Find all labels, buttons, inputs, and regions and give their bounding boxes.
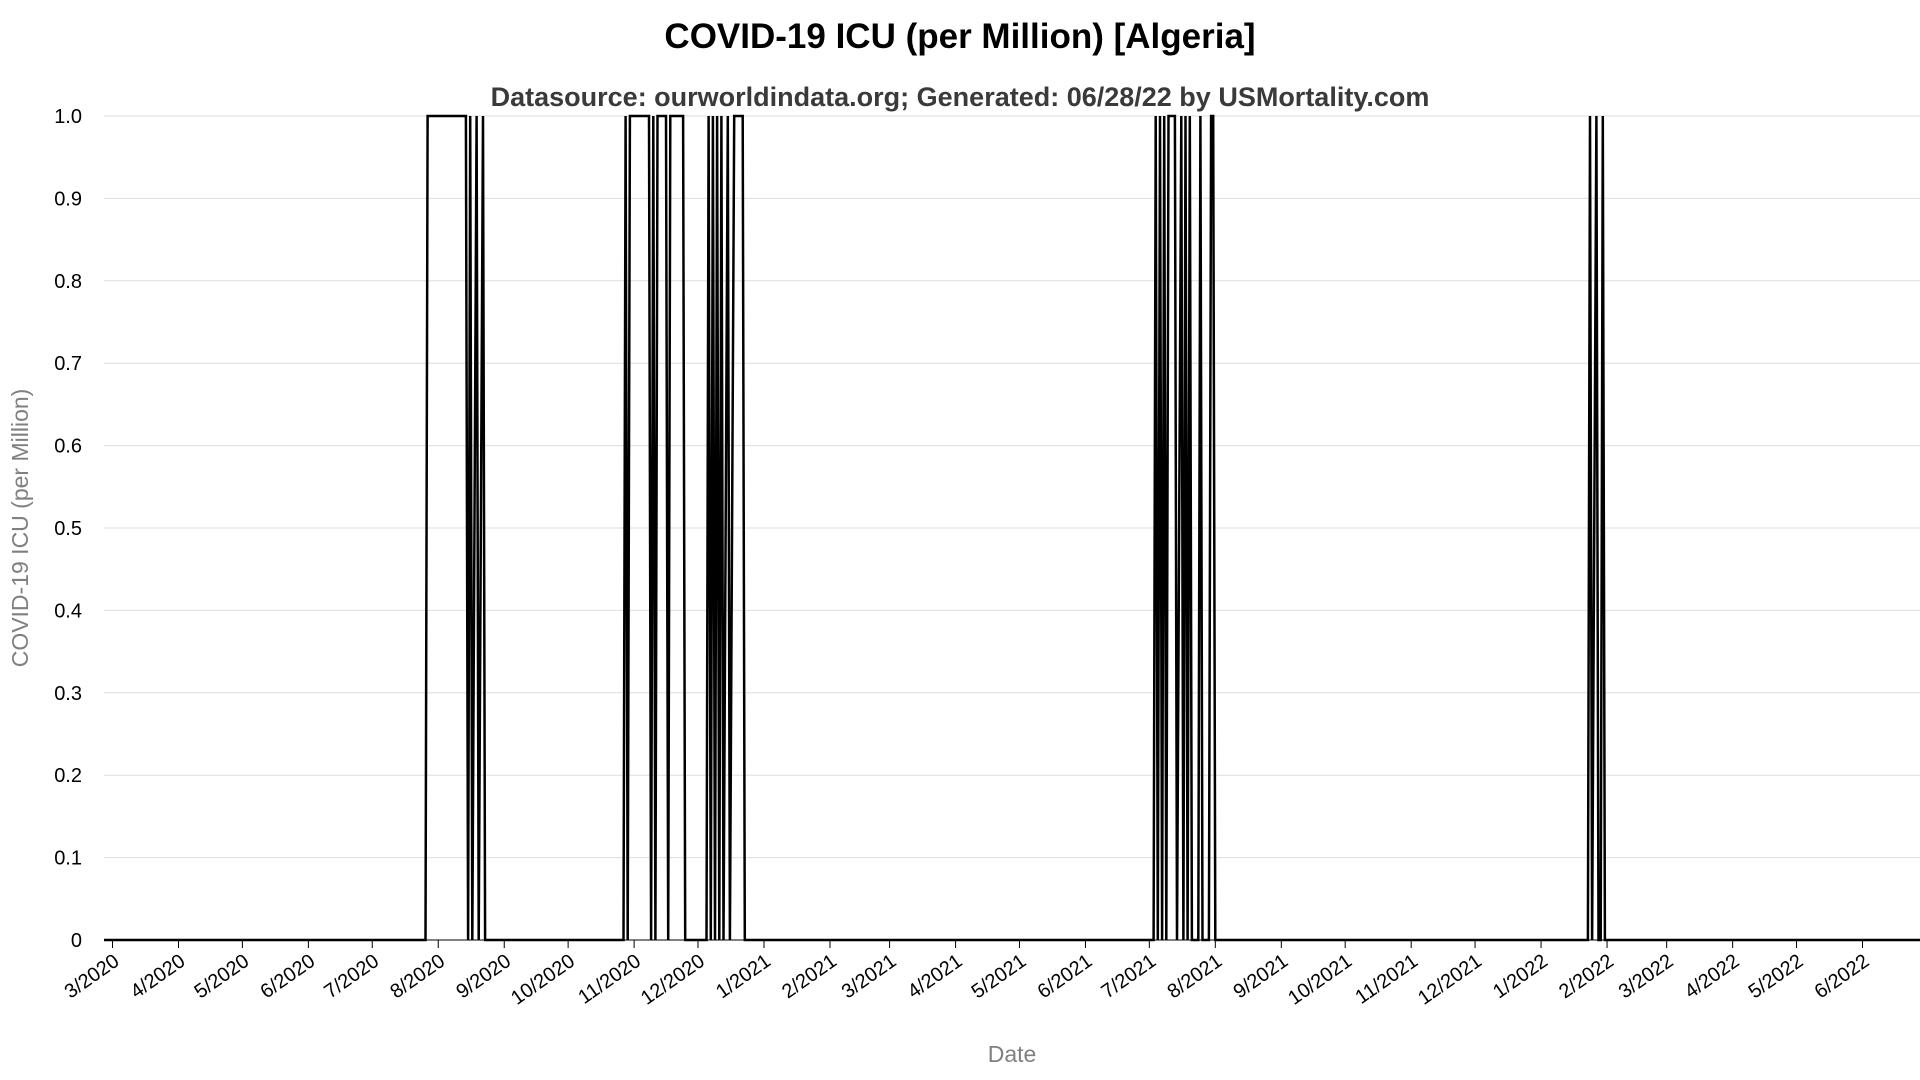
x-tick-label: 4/2022: [1681, 950, 1744, 1003]
y-axis: 0 0.1 0.2 0.3 0.4 0.5 0.6 0.7 0.8 0.9 1.0: [54, 106, 1920, 952]
x-tick-label: 10/2021: [1284, 950, 1356, 1009]
y-tick-label: 1.0: [54, 106, 82, 128]
x-tick-label: 12/2020: [637, 950, 709, 1009]
x-axis: 3/2020 4/2020 5/2020 6/2020 7/2020 8/2020 9/20…: [61, 940, 1874, 1010]
x-tick-label: 9/2020: [452, 950, 515, 1003]
y-tick-label: 0.4: [54, 600, 82, 622]
x-tick-label: 12/2021: [1414, 950, 1486, 1009]
x-tick-label: 3/2021: [838, 950, 901, 1003]
y-axis-label: COVID-19 ICU (per Million): [7, 389, 33, 668]
x-tick-label: 11/2021: [1351, 950, 1422, 1009]
x-tick-label: 5/2022: [1745, 950, 1808, 1003]
chart-subtitle: Datasource: ourworldindata.org; Generate…: [491, 82, 1430, 112]
y-tick-label: 0.5: [54, 518, 82, 540]
x-tick-label: 11/2020: [574, 950, 645, 1009]
chart-title: COVID-19 ICU (per Million) [Algeria]: [664, 17, 1255, 56]
x-tick-label: 8/2020: [386, 950, 449, 1003]
x-tick-label: 9/2021: [1229, 950, 1292, 1003]
plot-area: [104, 114, 1920, 942]
series-line: [104, 114, 1920, 942]
x-tick-label: 7/2021: [1097, 950, 1160, 1003]
y-tick-label: 0.1: [54, 848, 82, 870]
x-tick-label: 5/2021: [968, 950, 1031, 1003]
x-tick-label: 4/2021: [904, 950, 967, 1003]
y-tick-label: 0.8: [54, 271, 82, 293]
y-tick-label: 0.6: [54, 436, 82, 458]
x-tick-label: 6/2021: [1034, 950, 1097, 1003]
y-tick-label: 0.3: [54, 683, 82, 705]
x-tick-label: 8/2021: [1163, 950, 1226, 1003]
x-tick-label: 3/2020: [61, 950, 124, 1003]
x-tick-label: 7/2020: [320, 950, 383, 1003]
y-tick-label: 0.7: [54, 353, 82, 375]
y-tick-label: 0.9: [54, 188, 82, 210]
x-tick-label: 4/2020: [127, 950, 190, 1003]
x-tick-label: 2/2021: [778, 950, 841, 1003]
x-tick-label: 10/2020: [507, 950, 579, 1009]
x-tick-label: 1/2022: [1489, 950, 1552, 1003]
x-tick-label: 1/2021: [712, 950, 775, 1003]
x-tick-label: 3/2022: [1615, 950, 1678, 1003]
x-tick-label: 2/2022: [1555, 950, 1618, 1003]
y-tick-label: 0: [71, 930, 82, 952]
x-tick-label: 6/2022: [1811, 950, 1874, 1003]
y-tick-label: 0.2: [54, 765, 82, 787]
grid-lines: [104, 115, 1920, 859]
x-axis-label: Date: [988, 1041, 1037, 1067]
x-tick-label: 6/2020: [257, 950, 320, 1003]
x-tick-label: 5/2020: [191, 950, 254, 1003]
